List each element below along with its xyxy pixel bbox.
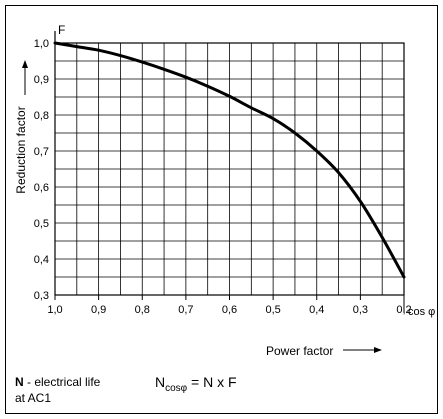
figure-border (5, 5, 438, 414)
x-tick-label: 0,4 (309, 304, 324, 316)
y-axis-label: Reduction factor (14, 106, 28, 193)
note-line-1: N - electrical life (15, 375, 101, 389)
note-line-2: at AC1 (15, 391, 51, 405)
axes (54, 31, 405, 313)
x-symbol: cos φ (408, 306, 435, 318)
x-tick-label: 0,6 (222, 304, 237, 316)
x-axis-label: Power factor (266, 344, 333, 358)
series-group (53, 41, 406, 279)
y-tick-label: 0,8 (34, 110, 49, 122)
x-tick-labels: 1,0 0,9 0,8 0,7 0,6 0,5 0,4 0,3 0,2 (47, 304, 411, 316)
y-tick-label: 0,6 (34, 182, 49, 194)
y-symbol: F (58, 23, 65, 37)
note-n-text: - electrical life (24, 375, 101, 389)
x-tick-label: 0,7 (178, 304, 193, 316)
grid (54, 42, 405, 296)
x-axis-arrow-head (374, 347, 382, 353)
formula-n: N (155, 374, 165, 390)
y-tick-label: 0,7 (34, 146, 49, 158)
x-tick-label: 0,2 (396, 304, 411, 316)
y-tick-label: 0,5 (34, 218, 49, 230)
formula-subscript: cosφ (165, 383, 188, 394)
x-tick-label: 0,8 (135, 304, 150, 316)
x-tick-label: 0,9 (91, 304, 106, 316)
y-tick-label: 1,0 (34, 38, 49, 50)
formula: Ncosφ = N x F (155, 374, 237, 394)
x-tick-label: 0,5 (265, 304, 280, 316)
formula-rest: = N x F (187, 374, 236, 390)
x-tick-label: 1,0 (47, 304, 62, 316)
y-tick-labels: 1,0 0,9 0,8 0,7 0,6 0,5 0,4 0,3 (34, 38, 49, 302)
series-line (53, 41, 406, 279)
note-n-bold: N (15, 375, 24, 389)
x-tick-label: 0,3 (353, 304, 368, 316)
y-axis-arrow-head (22, 60, 28, 68)
y-tick-label: 0,4 (34, 254, 49, 266)
y-tick-label: 0,9 (34, 74, 49, 86)
y-tick-label: 0,3 (34, 290, 49, 302)
